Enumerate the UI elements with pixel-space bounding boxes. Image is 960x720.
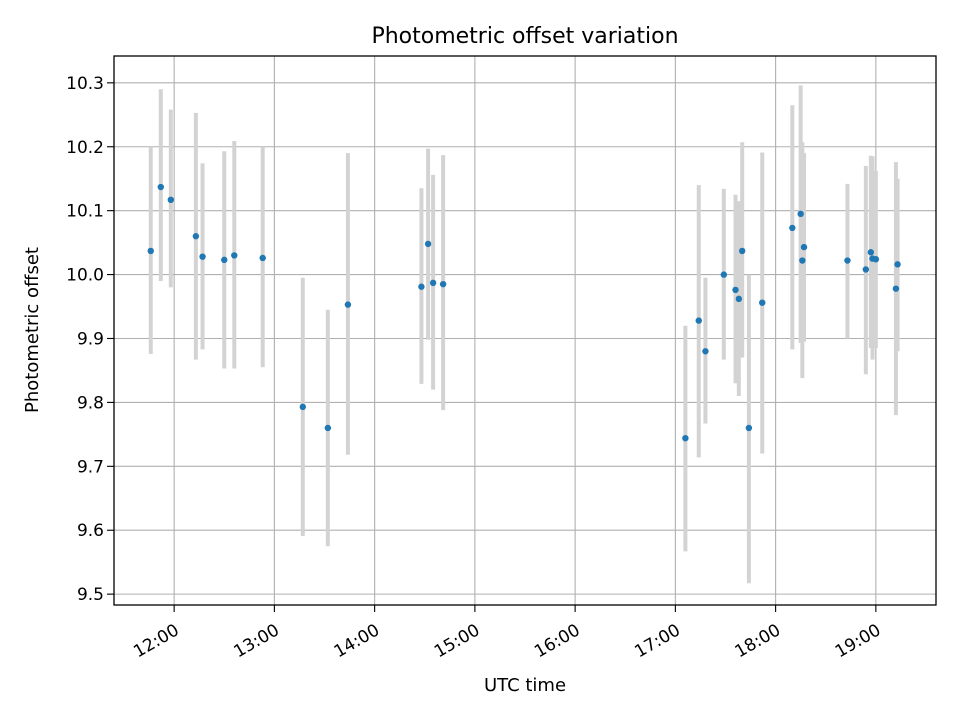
data-point: [157, 183, 164, 191]
grid: [114, 56, 936, 605]
data-point: [439, 280, 447, 288]
data-points: [147, 183, 901, 442]
data-point: [800, 243, 808, 251]
x-tick-label: 15:00: [431, 620, 483, 662]
plot-frame: [113, 55, 937, 606]
data-point: [418, 283, 425, 290]
data-point: [894, 261, 901, 268]
data-point: [199, 253, 206, 260]
y-tick-label: 9.7: [77, 457, 104, 477]
data-point: [429, 279, 437, 287]
data-point: [892, 285, 900, 292]
data-point: [424, 240, 432, 248]
x-ticks: 12:00 13:00 14:00 15:00 16:00 17:00 18:00 19:00: [130, 605, 884, 662]
y-tick-label: 10.1: [66, 202, 104, 222]
error-bars: [148, 85, 900, 584]
data-point: [867, 249, 875, 256]
data-point: [799, 257, 806, 264]
x-tick-label: 13:00: [230, 620, 282, 662]
data-point: [695, 317, 702, 324]
data-point: [720, 271, 728, 278]
x-tick-label: 16:00: [531, 620, 583, 662]
x-tick-label: 18:00: [732, 620, 784, 662]
data-point: [682, 434, 689, 442]
data-point: [299, 403, 306, 411]
data-point: [167, 196, 175, 204]
y-tick-label: 9.8: [77, 393, 104, 413]
data-point: [872, 256, 880, 263]
data-point: [862, 266, 870, 273]
y-tick-label: 9.6: [77, 521, 104, 541]
y-tick-label: 10.0: [66, 266, 104, 286]
data-point: [231, 252, 238, 259]
data-point: [759, 299, 766, 306]
data-point: [324, 424, 332, 432]
x-tick-label: 17:00: [631, 620, 683, 662]
data-point: [797, 210, 804, 218]
data-point: [344, 301, 352, 308]
x-axis-label: UTC time: [484, 675, 566, 696]
x-tick-label: 12:00: [130, 620, 182, 662]
y-ticks: 9.5 9.6 9.7 9.8 9.9 10.0 10.1 10.2 10.3: [66, 74, 114, 605]
data-point: [735, 295, 743, 303]
data-point: [702, 348, 709, 355]
data-point: [732, 286, 739, 294]
x-tick-label: 14:00: [331, 620, 383, 662]
data-point: [147, 247, 154, 255]
y-tick-label: 9.5: [77, 585, 104, 605]
y-tick-label: 9.9: [77, 329, 104, 349]
data-point: [192, 233, 200, 240]
y-tick-label: 10.3: [66, 74, 104, 94]
data-point: [259, 254, 266, 262]
y-axis-label: Photometric offset: [22, 247, 43, 413]
data-point: [738, 247, 746, 255]
data-point: [844, 257, 851, 264]
data-point: [789, 224, 796, 232]
chart-title: Photometric offset variation: [371, 24, 678, 49]
data-point: [745, 424, 753, 432]
x-tick-label: 19:00: [832, 620, 884, 662]
y-tick-label: 10.2: [66, 138, 104, 158]
data-point: [221, 256, 228, 264]
